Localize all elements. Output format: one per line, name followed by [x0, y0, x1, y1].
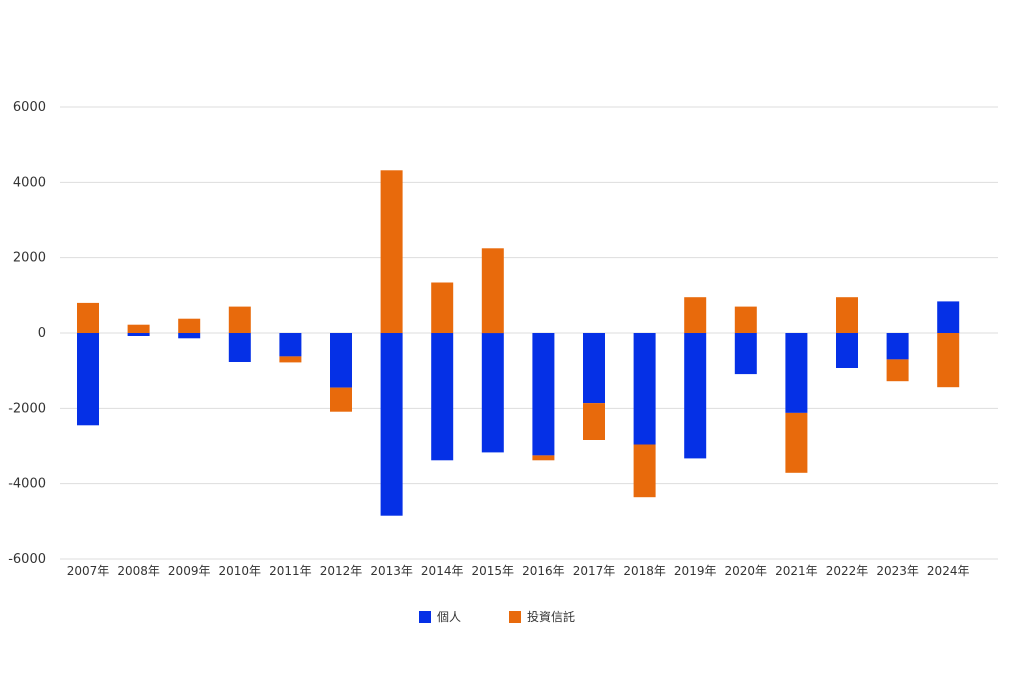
y-tick-label: 6000	[13, 100, 46, 115]
bar-investment-trust-2009年	[178, 318, 201, 333]
legend-label-individual: 個人	[437, 610, 461, 624]
x-category-label: 2024年	[927, 564, 970, 578]
bar-individual-2023年	[886, 333, 909, 360]
x-category-label: 2014年	[421, 564, 464, 578]
y-tick-label: 0	[38, 326, 46, 341]
bar-investment-trust-2013年	[380, 170, 403, 333]
x-category-label: 2007年	[67, 564, 110, 578]
bar-investment-trust-2008年	[127, 324, 150, 333]
y-tick-label: -6000	[8, 552, 46, 567]
bar-investment-trust-2011年	[279, 356, 302, 363]
bar-investment-trust-2020年	[734, 306, 757, 333]
bar-individual-2016年	[532, 333, 555, 456]
bar-individual-2021年	[785, 333, 808, 413]
bar-investment-trust-2023年	[886, 359, 909, 382]
bar-investment-trust-2016年	[532, 455, 555, 461]
bar-investment-trust-2012年	[330, 387, 352, 412]
bar-individual-2024年	[937, 301, 960, 333]
x-category-label: 2021年	[775, 564, 818, 578]
bar-investment-trust-2018年	[633, 444, 656, 498]
bar-individual-2020年	[734, 333, 757, 375]
bar-individual-2013年	[380, 333, 403, 516]
bar-individual-2007年	[77, 333, 99, 426]
x-category-label: 2011年	[269, 564, 312, 578]
bar-individual-2019年	[684, 333, 707, 459]
bar-investment-trust-2010年	[228, 306, 251, 333]
bar-investment-trust-2014年	[431, 282, 454, 333]
legend-label-investment-trust: 投資信託	[527, 609, 575, 624]
x-category-label: 2017年	[573, 564, 616, 578]
x-category-label: 2016年	[522, 564, 565, 578]
y-tick-label: -2000	[8, 401, 46, 416]
x-category-label: 2009年	[168, 564, 211, 578]
bar-investment-trust-2019年	[684, 297, 707, 333]
y-tick-label: -4000	[8, 477, 46, 492]
bar-individual-2010年	[228, 333, 251, 362]
x-category-label: 2013年	[370, 564, 413, 578]
x-category-label: 2020年	[725, 564, 768, 578]
x-category-label: 2019年	[674, 564, 717, 578]
bar-individual-2018年	[633, 333, 656, 445]
bar-individual-2017年	[583, 333, 605, 404]
x-category-label: 2015年	[472, 564, 515, 578]
y-tick-label: 4000	[13, 175, 46, 190]
legend-swatch-individual	[419, 611, 431, 623]
bar-individual-2008年	[127, 333, 150, 336]
gridlines	[60, 106, 998, 560]
legend: 個人 投資信託	[419, 609, 575, 624]
bar-individual-2009年	[178, 333, 201, 339]
y-tick-label: 2000	[13, 251, 46, 266]
x-category-label: 2018年	[623, 564, 666, 578]
bar-investment-trust-2007年	[77, 302, 99, 333]
bar-investment-trust-2024年	[937, 333, 960, 388]
bar-individual-2011年	[279, 333, 302, 357]
y-axis-tick-labels: 6000 4000 2000 0 -2000 -4000 -6000	[8, 100, 46, 567]
bar-individual-2015年	[481, 333, 504, 453]
x-category-label: 2012年	[320, 564, 363, 578]
x-category-label: 2008年	[117, 564, 160, 578]
bar-individual-2014年	[431, 333, 454, 461]
x-category-label: 2010年	[219, 564, 262, 578]
bar-investment-trust-2022年	[836, 297, 858, 333]
bar-individual-2022年	[836, 333, 858, 368]
bar-investment-trust-2021年	[785, 412, 808, 473]
bar-investment-trust-2017年	[583, 403, 605, 440]
legend-swatch-investment-trust	[509, 611, 521, 623]
x-category-label: 2022年	[826, 564, 869, 578]
x-category-label: 2023年	[876, 564, 919, 578]
bar-individual-2012年	[330, 333, 352, 388]
bar-investment-trust-2015年	[481, 248, 504, 334]
bars	[77, 170, 960, 516]
x-axis-category-labels: 2007年 2008年 2009年 2010年 2011年 2012年 2013年 2014年…	[67, 564, 970, 578]
